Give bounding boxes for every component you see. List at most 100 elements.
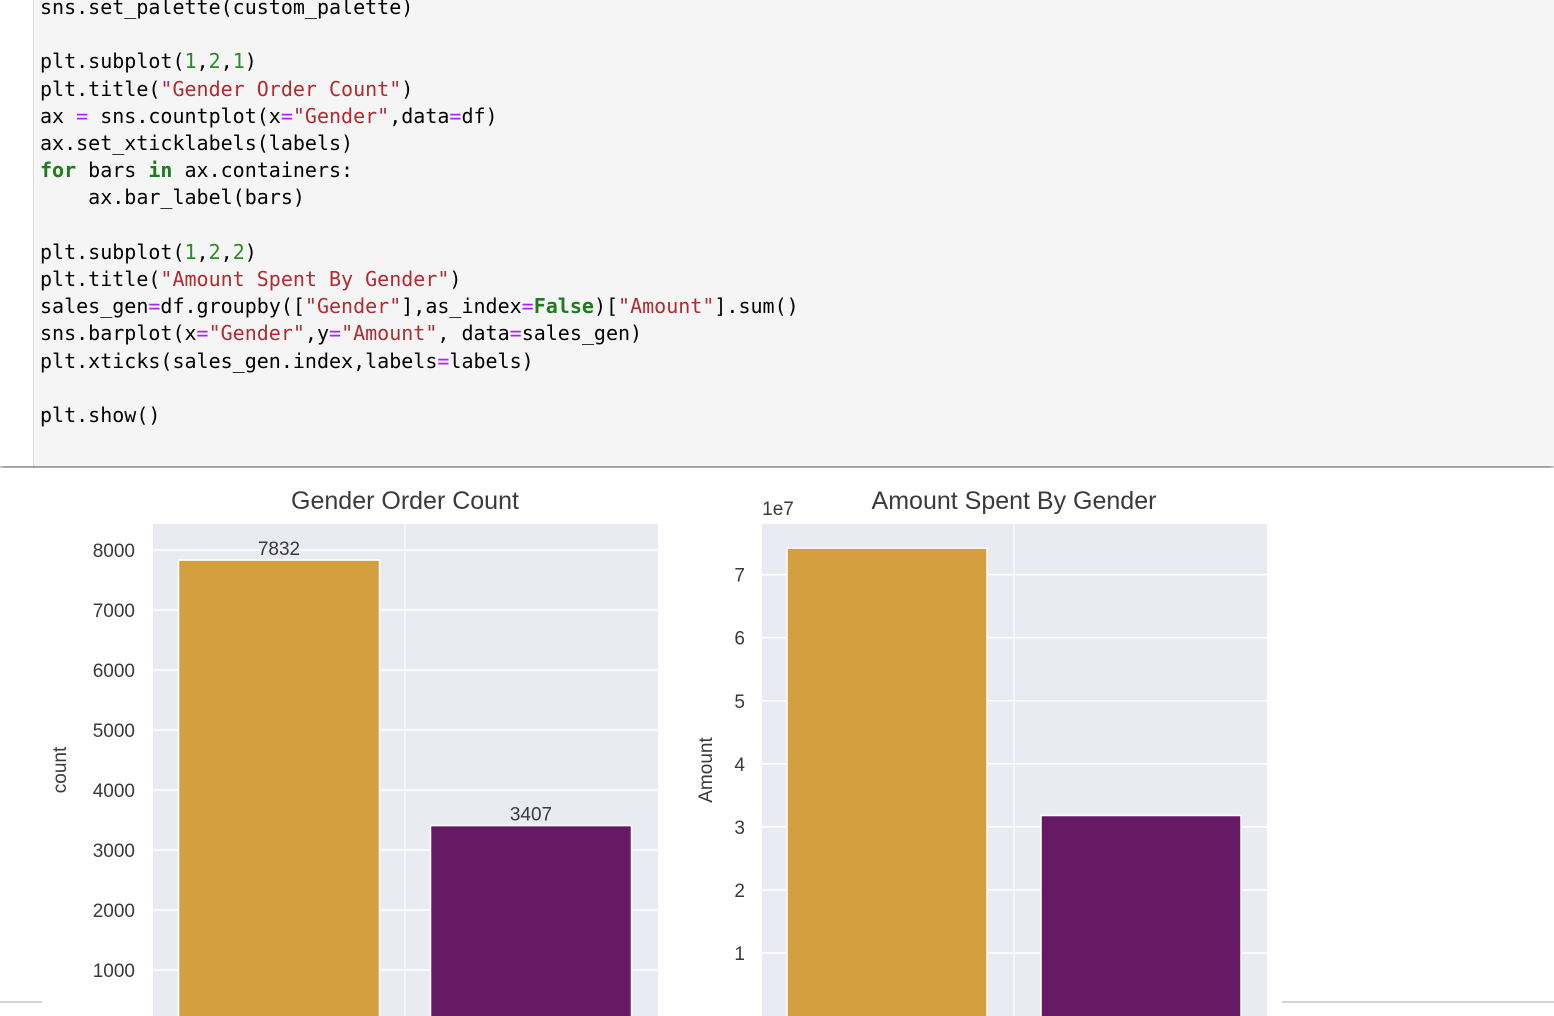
bar — [786, 547, 988, 1016]
code-text: plt.title( — [40, 267, 161, 291]
code-line[interactable]: plt.subplot(1,2,2) — [40, 239, 257, 266]
y-tick-label: 4 — [734, 755, 745, 776]
code-line[interactable]: for bars in ax.containers: — [40, 157, 353, 184]
operator: = — [437, 348, 450, 373]
y-tick-label: 5000 — [93, 721, 135, 742]
code-text: , data — [437, 321, 510, 346]
code-line[interactable]: plt.show() — [40, 402, 160, 429]
bar — [177, 559, 381, 1016]
y-tick-label: 5 — [734, 692, 745, 713]
keyword: False — [533, 294, 594, 319]
number-literal: 2 — [208, 49, 221, 74]
bar-data-label: 3407 — [510, 805, 552, 826]
code-text: , — [196, 239, 209, 264]
code-text: plt.title( — [40, 76, 161, 101]
operator: = — [148, 294, 161, 319]
operator: = — [521, 294, 534, 319]
code-text: sns.countplot(x — [88, 103, 281, 128]
code-cell[interactable]: sns.set_palette(custom_palette) plt.subpl… — [0, 0, 1554, 466]
code-line[interactable]: plt.subplot(1,2,1) — [40, 48, 257, 75]
code-line[interactable]: sales_gen=df.groupby(["Gender"],as_index… — [40, 293, 799, 320]
string-literal: "Gender Order Count" — [160, 76, 402, 101]
code-text: )[ — [593, 294, 619, 319]
code-text: , — [196, 49, 209, 74]
code-text: labels) — [449, 348, 534, 373]
y-tick-label: 8000 — [93, 541, 135, 562]
code-text: plt.subplot( — [40, 239, 185, 264]
code-text: df.groupby([ — [160, 294, 305, 319]
bar-data-label: 7832 — [258, 539, 300, 560]
figure-output: 1000 2000 3000 4000 5000 6000 7000 8000 7832 3407… — [42, 475, 1282, 1016]
chart-title: Gender Order Count — [291, 487, 519, 515]
operator: = — [449, 103, 462, 128]
code-text: ],as_index — [401, 294, 522, 319]
y-tick-label: 7000 — [93, 601, 135, 622]
code-line[interactable]: sns.barplot(x="Gender",y="Amount", data=… — [40, 320, 642, 347]
code-text: ) — [449, 267, 462, 291]
code-line[interactable]: plt.title("Gender Order Count") — [40, 76, 413, 103]
string-literal: "Amount" — [341, 321, 438, 346]
y-tick-label: 1000 — [93, 961, 135, 982]
code-text: ) — [244, 49, 257, 74]
number-literal: 1 — [184, 239, 197, 264]
code-cell-gutter — [0, 0, 34, 466]
code-text: ].sum() — [714, 294, 799, 319]
figure-svg: 1000 2000 3000 4000 5000 6000 7000 8000 7832 3407… — [50, 487, 1267, 1016]
code-text: ,y — [304, 321, 330, 346]
string-literal: "Amount" — [618, 294, 715, 319]
y-tick-label: 1 — [734, 944, 745, 965]
code-text: plt.subplot( — [40, 49, 185, 74]
code-text: plt.show() — [40, 403, 161, 427]
y-tick-label: 2000 — [93, 901, 135, 922]
code-text: df) — [461, 103, 498, 128]
string-literal: "Gender" — [304, 294, 402, 319]
bar — [429, 824, 633, 1016]
string-literal: "Amount Spent By Gender" — [160, 267, 450, 291]
keyword: for — [40, 158, 77, 183]
code-text: plt.xticks(sales_gen.index,labels — [40, 348, 438, 373]
code-text: ax.set_xticklabels(labels) — [40, 131, 354, 155]
code-text: sales_gen — [40, 294, 149, 319]
code-text: ) — [244, 239, 257, 264]
code-text: , — [220, 239, 233, 264]
number-literal: 1 — [232, 49, 245, 74]
operator: = — [76, 103, 89, 128]
y-axis-offset-label: 1e7 — [762, 499, 794, 520]
y-tick-label: 4000 — [93, 781, 135, 802]
code-line[interactable]: ax.bar_label(bars) — [40, 184, 305, 211]
code-text: sales_gen) — [521, 321, 643, 346]
y-tick-label: 3000 — [93, 841, 135, 862]
y-tick-label: 6 — [734, 629, 745, 650]
string-literal: "Gender" — [208, 321, 305, 346]
code-text: sns.barplot(x — [40, 321, 197, 346]
operator: = — [196, 321, 209, 346]
y-axis-label: Amount — [696, 737, 717, 803]
y-axis-label: count — [50, 746, 71, 793]
chart-title: Amount Spent By Gender — [872, 487, 1157, 515]
number-literal: 2 — [208, 239, 221, 264]
operator: = — [280, 103, 293, 128]
bar — [1040, 814, 1242, 1016]
y-tick-label: 3 — [734, 818, 745, 839]
code-line[interactable]: sns.set_palette(custom_palette) — [40, 0, 413, 21]
keyword: in — [148, 158, 173, 183]
code-text: bars — [76, 158, 149, 183]
number-literal: 1 — [184, 49, 197, 74]
code-line[interactable]: ax.set_xticklabels(labels) — [40, 130, 353, 157]
code-text: ax.bar_label(bars) — [40, 185, 305, 210]
operator: = — [329, 321, 342, 346]
code-text: sns.set_palette(custom_palette) — [40, 0, 414, 19]
code-line[interactable]: plt.xticks(sales_gen.index,labels=labels… — [40, 348, 534, 375]
code-text: , — [220, 49, 233, 74]
number-literal: 2 — [232, 239, 245, 264]
code-line[interactable]: ax = sns.countplot(x="Gender",data=df) — [40, 103, 498, 130]
operator: = — [509, 321, 522, 346]
code-text: ax — [40, 103, 77, 128]
code-text: ,data — [389, 103, 450, 128]
code-text: ax.containers: — [172, 158, 354, 183]
y-tick-label: 6000 — [93, 661, 135, 682]
code-text: ) — [401, 76, 414, 101]
code-line[interactable]: plt.title("Amount Spent By Gender") — [40, 266, 461, 293]
string-literal: "Gender" — [292, 103, 390, 128]
y-tick-label: 2 — [734, 881, 745, 902]
